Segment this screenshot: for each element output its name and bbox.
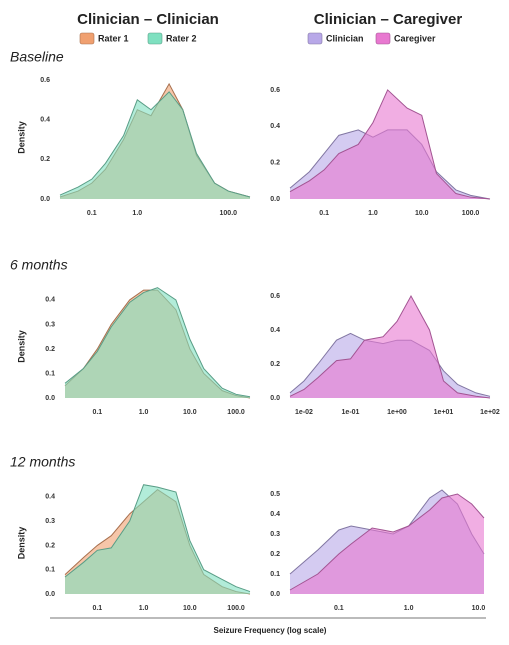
y-tick-label: 0.4 bbox=[45, 297, 55, 304]
legend-swatch bbox=[147, 32, 163, 45]
y-tick-label: 0.1 bbox=[270, 571, 280, 578]
y-tick-label: 0.6 bbox=[270, 293, 280, 300]
x-tick-label: 100.0 bbox=[220, 210, 238, 217]
y-tick-label: 0.0 bbox=[270, 196, 280, 203]
y-tick-label: 0.2 bbox=[45, 346, 55, 353]
y-tick-label: 0.3 bbox=[45, 321, 55, 328]
x-tick-label: 0.1 bbox=[319, 210, 329, 217]
y-tick-label: 0.6 bbox=[270, 87, 280, 94]
y-tick-label: 0.1 bbox=[45, 370, 55, 377]
x-tick-label: 0.1 bbox=[334, 605, 344, 612]
density-area bbox=[65, 484, 250, 594]
density-line bbox=[64, 287, 251, 398]
density-line bbox=[59, 91, 251, 198]
x-tick-label: 100.0 bbox=[462, 210, 480, 217]
x-tick-label: 10.0 bbox=[183, 605, 197, 612]
x-tick-label: 1e+01 bbox=[434, 409, 454, 416]
row-label: Baseline bbox=[10, 49, 64, 65]
density-line bbox=[289, 89, 491, 200]
y-axis-label: Density bbox=[16, 330, 26, 363]
y-tick-label: 0.0 bbox=[270, 395, 280, 402]
y-tick-label: 0.1 bbox=[45, 567, 55, 574]
y-tick-label: 0.2 bbox=[45, 542, 55, 549]
y-tick-label: 0.4 bbox=[270, 123, 280, 130]
density-area bbox=[290, 494, 484, 594]
y-tick-label: 0.3 bbox=[270, 531, 280, 538]
y-tick-label: 0.4 bbox=[45, 494, 55, 501]
legend-label: Clinician bbox=[326, 33, 364, 43]
density-line bbox=[64, 484, 251, 593]
y-tick-label: 0.4 bbox=[270, 511, 280, 518]
x-tick-label: 100.0 bbox=[227, 409, 245, 416]
y-tick-label: 0.2 bbox=[40, 156, 50, 163]
x-tick-label: 0.1 bbox=[92, 605, 102, 612]
y-axis-label: Density bbox=[16, 121, 26, 154]
legend-label: Rater 2 bbox=[166, 33, 197, 43]
x-tick-label: 1.0 bbox=[368, 210, 378, 217]
legend-swatch bbox=[79, 32, 95, 45]
y-tick-label: 0.4 bbox=[270, 327, 280, 334]
column-title: Clinician – Clinician bbox=[77, 11, 219, 28]
legend-label: Rater 1 bbox=[98, 33, 129, 43]
y-tick-label: 0.2 bbox=[270, 361, 280, 368]
x-tick-label: 1.0 bbox=[139, 409, 149, 416]
density-area bbox=[290, 296, 490, 398]
density-area bbox=[60, 91, 250, 199]
y-tick-label: 0.3 bbox=[45, 518, 55, 525]
legend-swatch bbox=[307, 32, 323, 45]
x-tick-label: 1e-02 bbox=[295, 409, 313, 416]
x-tick-label: 1.0 bbox=[132, 210, 142, 217]
row-label: 12 months bbox=[10, 454, 75, 470]
y-tick-label: 0.0 bbox=[45, 591, 55, 598]
y-tick-label: 0.6 bbox=[40, 77, 50, 84]
x-tick-label: 0.1 bbox=[92, 409, 102, 416]
x-tick-label: 1.0 bbox=[404, 605, 414, 612]
x-tick-label: 1e-01 bbox=[342, 409, 360, 416]
x-tick-label: 10.0 bbox=[415, 210, 429, 217]
density-line bbox=[289, 294, 491, 399]
y-tick-label: 0.2 bbox=[270, 159, 280, 166]
x-tick-label: 1.0 bbox=[139, 605, 149, 612]
y-tick-label: 0.2 bbox=[270, 551, 280, 558]
row-label: 6 months bbox=[10, 257, 68, 273]
y-tick-label: 0.0 bbox=[40, 196, 50, 203]
x-tick-label: 0.1 bbox=[87, 210, 97, 217]
x-tick-label: 1e+02 bbox=[480, 409, 500, 416]
y-tick-label: 0.5 bbox=[270, 491, 280, 498]
density-line bbox=[289, 493, 485, 591]
y-tick-label: 0.0 bbox=[45, 395, 55, 402]
x-axis-label: Seizure Frequency (log scale) bbox=[214, 626, 327, 635]
y-axis-label: Density bbox=[16, 527, 26, 560]
density-area bbox=[65, 287, 250, 398]
x-tick-label: 100.0 bbox=[227, 605, 245, 612]
legend-swatch bbox=[375, 32, 391, 45]
density-area bbox=[290, 89, 490, 199]
x-tick-label: 10.0 bbox=[472, 605, 486, 612]
legend-label: Caregiver bbox=[394, 33, 436, 43]
x-tick-label: 10.0 bbox=[183, 409, 197, 416]
x-tick-label: 1e+00 bbox=[387, 409, 407, 416]
y-tick-label: 0.0 bbox=[270, 591, 280, 598]
column-title: Clinician – Caregiver bbox=[314, 11, 463, 28]
y-tick-label: 0.4 bbox=[40, 116, 50, 123]
